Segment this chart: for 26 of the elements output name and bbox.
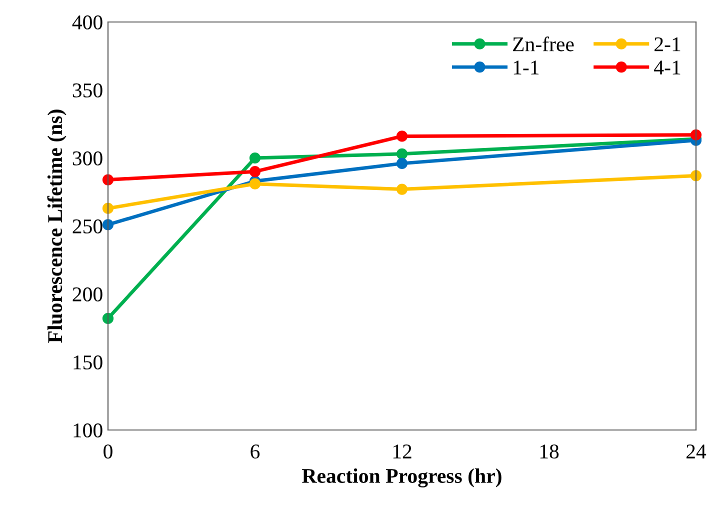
point: [102, 312, 114, 324]
x-tick-label: 18: [540, 444, 559, 459]
y-axis-title: Fluorescence Lifetime (ns): [47, 110, 66, 343]
point: [396, 148, 408, 160]
point: [396, 158, 408, 169]
x-tick-label: 6: [250, 444, 260, 459]
legend-label: 4-1: [654, 60, 680, 74]
y-tick-label: 150: [74, 355, 102, 370]
point: [249, 166, 261, 178]
point: [396, 184, 408, 195]
y-tick-label: 250: [72, 219, 102, 234]
y-tick-label: 200: [72, 287, 102, 302]
y-tick-label: 300: [72, 151, 102, 166]
y-tick-label: 350: [72, 83, 102, 98]
y-tick-label: 100: [74, 423, 102, 438]
legend-label: 1-1: [514, 60, 539, 74]
point: [396, 130, 408, 142]
point: [249, 178, 261, 190]
legend-label: 2-1: [654, 37, 680, 52]
point: [249, 152, 261, 164]
x-tick-label: 12: [393, 444, 412, 458]
y-tick-label: 400: [72, 15, 102, 30]
legend-label: Zn-free: [513, 36, 574, 52]
x-axis-title: Reaction Progress (hr): [302, 468, 502, 488]
x-tick-label: 24: [686, 444, 706, 458]
x-tick-label: 0: [104, 444, 112, 459]
